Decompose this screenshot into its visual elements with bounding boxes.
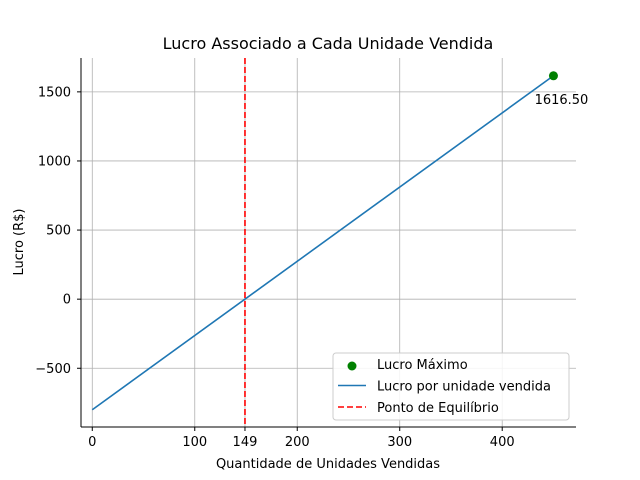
x-tick-label-2: 149 [233,435,258,450]
y-axis-label: Lucro (R$) [12,209,27,276]
max-profit-point [548,71,558,81]
y-tick-label-4: 1500 [38,85,71,100]
max-profit-annotation: 1616.50 [535,93,589,108]
legend: Lucro Máximo Lucro por unidade vendida Pon… [332,352,570,421]
legend-box [332,352,570,421]
legend-label-1: Lucro por unidade vendida [377,380,551,395]
legend-marker-max-profit [347,361,357,371]
series [91,58,558,427]
x-tick-label-3: 200 [285,435,310,450]
x-axis-label: Quantidade de Unidades Vendidas [216,457,440,472]
x-tick-label-0: 0 [88,435,96,450]
x-tick-label-1: 100 [182,435,207,450]
legend-label-2: Ponto de Equilíbrio [377,401,499,416]
annotations: 1616.50 [535,93,589,108]
y-tick-label-0: −500 [35,362,71,377]
x-tick-label-5: 400 [490,435,515,450]
axes [80,58,576,428]
x-tick-label-4: 300 [387,435,412,450]
legend-label-0: Lucro Máximo [377,358,468,373]
y-tick-label-1: 0 [63,293,71,308]
y-tick-label-2: 500 [46,224,71,239]
chart-title: Lucro Associado a Cada Unidade Vendida [163,34,494,53]
y-tick-label-3: 1000 [38,154,71,169]
ticks: 0 100 149 200 300 400 −500 0 500 1000 1500 [35,85,514,450]
profit-line [91,75,554,411]
grid [81,58,576,427]
